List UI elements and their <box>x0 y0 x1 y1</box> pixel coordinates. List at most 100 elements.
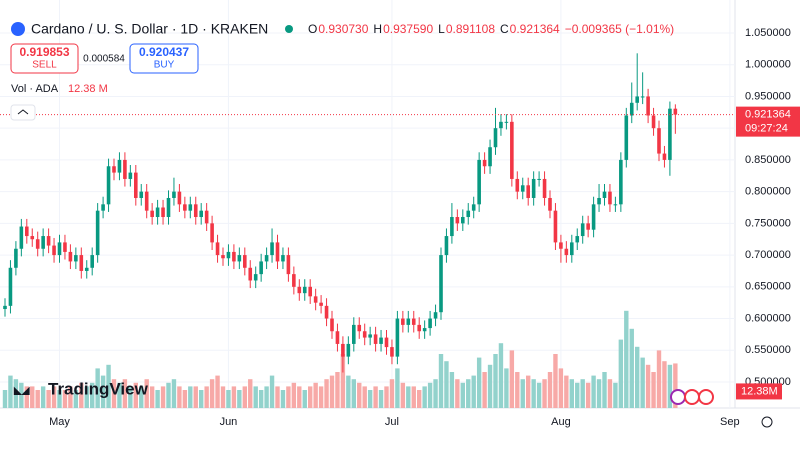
volume-bar <box>536 382 542 408</box>
volume-bar <box>8 375 13 408</box>
sell-label: SELL <box>32 60 57 71</box>
candle-body <box>264 255 269 262</box>
volume-bar <box>280 390 286 408</box>
axes: 0.5000000.5500000.6000000.6500000.700000… <box>0 27 800 428</box>
volume-bar <box>613 382 618 408</box>
candle-body <box>106 166 111 205</box>
candle-body <box>428 318 432 329</box>
volume-bar <box>24 386 29 408</box>
volume-bar <box>357 382 362 408</box>
volume-bar <box>487 364 493 408</box>
candle-body <box>150 210 154 218</box>
candle-body <box>74 255 78 262</box>
sell-button[interactable] <box>10 43 79 74</box>
candle-body <box>335 331 340 344</box>
volume-bar <box>498 343 504 408</box>
volume-bar <box>607 379 613 408</box>
volume-bar <box>51 386 57 408</box>
volume-bar <box>269 375 275 408</box>
volume-bar <box>100 375 106 408</box>
volume-bar <box>171 379 177 408</box>
candle-body <box>548 197 552 211</box>
volume-bar <box>144 379 149 408</box>
candle-body <box>395 318 400 357</box>
candle-body <box>128 172 133 179</box>
candle-body <box>232 251 236 262</box>
volume-bar <box>346 375 351 408</box>
volume-bar <box>542 379 547 408</box>
volume-bar <box>411 386 416 408</box>
volume-bar <box>308 386 313 408</box>
candle-body <box>471 204 476 211</box>
candle-body <box>57 242 62 256</box>
candle-body <box>510 121 514 179</box>
x-tick-label: Jul <box>385 416 399 428</box>
spread: 0.000584 <box>83 54 125 65</box>
grid <box>0 0 735 408</box>
candle-body <box>68 251 73 262</box>
candle-body <box>564 248 569 256</box>
candle-body <box>259 261 263 275</box>
volume-bar <box>35 390 40 408</box>
logo: TradingView <box>48 379 149 398</box>
candles <box>3 53 678 373</box>
candle-body <box>134 172 138 198</box>
volume-bar <box>520 379 525 408</box>
candle-body <box>499 121 503 129</box>
collapse-button[interactable] <box>10 104 36 121</box>
volume-bar <box>291 382 297 408</box>
candle-body <box>352 324 356 344</box>
candle-body <box>144 191 149 211</box>
candle-body <box>46 236 51 246</box>
candle-body <box>117 159 122 173</box>
volume-bar <box>242 386 247 408</box>
volume-bar <box>509 350 515 408</box>
ohlc-value: 0.937590 <box>383 22 433 36</box>
candle-body <box>248 267 253 281</box>
volume-bar <box>220 386 226 408</box>
volume-bar <box>329 375 335 408</box>
volume-bar <box>351 379 356 408</box>
candle-body <box>183 204 187 211</box>
candle-body <box>673 108 678 115</box>
y-tick-label: 0.550000 <box>745 344 791 356</box>
buy-button[interactable] <box>129 43 199 74</box>
volume-bar <box>215 375 220 408</box>
coin-icon <box>11 22 25 36</box>
volume-bar <box>673 363 678 408</box>
candle-body <box>270 242 274 256</box>
candle-body <box>613 204 618 206</box>
candle-body <box>646 96 650 116</box>
candle-body <box>526 185 530 198</box>
volume-bar <box>449 372 455 408</box>
volume-bar <box>193 386 198 408</box>
volume-bar <box>13 379 19 408</box>
volume-bar <box>526 375 531 408</box>
settings-icon[interactable] <box>761 416 773 428</box>
volume-bar <box>199 390 204 408</box>
candle-body <box>52 245 56 256</box>
candle-body <box>477 159 481 205</box>
last-price-tag <box>736 106 800 137</box>
volume-bar <box>362 386 367 408</box>
y-tick-label: 0.950000 <box>745 90 791 102</box>
candle-body <box>559 242 563 249</box>
volume-bar <box>79 382 84 408</box>
event-icon[interactable] <box>670 389 686 405</box>
candle-body <box>357 324 362 332</box>
volume-bar <box>128 386 133 408</box>
candle-body <box>161 207 165 218</box>
event-icon[interactable] <box>698 389 714 405</box>
ohlc-key: C <box>500 22 509 36</box>
candle-body <box>635 96 639 103</box>
candle-body <box>580 223 585 237</box>
volume-bar <box>482 372 487 408</box>
candle-body <box>313 296 318 303</box>
candle-body <box>84 267 89 271</box>
candle-body <box>210 223 214 243</box>
volume-bar <box>662 361 667 408</box>
x-tick-label: May <box>49 416 70 428</box>
event-icon[interactable] <box>684 389 700 405</box>
candle-body <box>520 185 525 192</box>
